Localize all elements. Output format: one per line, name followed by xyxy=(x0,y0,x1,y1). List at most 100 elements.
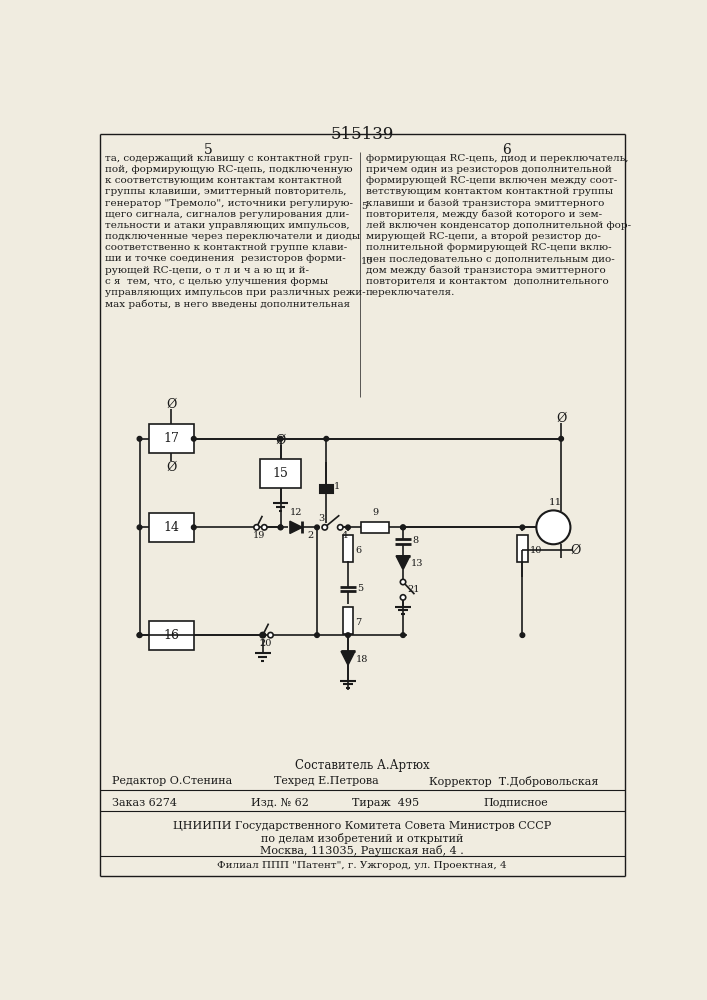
Text: 6: 6 xyxy=(503,143,511,157)
Text: переключателя.: переключателя. xyxy=(366,288,455,297)
Text: 18: 18 xyxy=(356,654,368,664)
Text: лей включен конденсатор дополнительной фор-: лей включен конденсатор дополнительной ф… xyxy=(366,221,631,230)
Text: формирующей RC-цепи включен между соот-: формирующей RC-цепи включен между соот- xyxy=(366,176,617,185)
Text: Заказ 6274: Заказ 6274 xyxy=(112,798,177,808)
Text: 8: 8 xyxy=(412,536,419,545)
Bar xyxy=(149,620,194,650)
Text: 9: 9 xyxy=(372,508,378,517)
Circle shape xyxy=(137,633,142,637)
Text: Техред Е.Петрова: Техред Е.Петрова xyxy=(274,776,379,786)
Text: Тираж  495: Тираж 495 xyxy=(352,798,419,808)
Text: 1: 1 xyxy=(334,482,340,491)
Text: щего сигнала, сигналов регулирования дли-: щего сигнала, сигналов регулирования дли… xyxy=(105,210,349,219)
Text: Подписное: Подписное xyxy=(484,798,549,808)
Bar xyxy=(260,459,300,488)
Text: соответственно к контактной группе клави-: соответственно к контактной группе клави… xyxy=(105,243,348,252)
Circle shape xyxy=(400,595,406,600)
Circle shape xyxy=(401,633,405,637)
Text: генератор "Тремоло", источники регулирую-: генератор "Тремоло", источники регулирую… xyxy=(105,199,354,208)
Circle shape xyxy=(400,579,406,585)
Text: Ø: Ø xyxy=(166,461,177,474)
Text: 6: 6 xyxy=(355,546,361,555)
Text: повторителя и контактом  дополнительного: повторителя и контактом дополнительного xyxy=(366,277,609,286)
Text: 5: 5 xyxy=(204,143,213,157)
Circle shape xyxy=(401,525,405,530)
Text: 10: 10 xyxy=(530,546,542,555)
Text: 5: 5 xyxy=(357,584,363,593)
Circle shape xyxy=(260,632,265,638)
Text: 17: 17 xyxy=(163,432,180,445)
Bar xyxy=(320,485,332,493)
Polygon shape xyxy=(341,651,355,665)
Text: Ø: Ø xyxy=(166,398,177,411)
Text: по делам изобретений и открытий: по делам изобретений и открытий xyxy=(261,833,463,844)
Text: 19: 19 xyxy=(252,531,265,540)
Text: ши и точке соединения  резисторов форми-: ши и точке соединения резисторов форми- xyxy=(105,254,346,263)
Text: Изд. № 62: Изд. № 62 xyxy=(251,798,309,808)
Circle shape xyxy=(315,525,320,530)
Circle shape xyxy=(268,632,273,638)
Bar xyxy=(343,607,354,634)
Circle shape xyxy=(346,525,351,530)
Text: тельности и атаки управляющих импульсов,: тельности и атаки управляющих импульсов, xyxy=(105,221,350,230)
Bar xyxy=(517,535,528,562)
Circle shape xyxy=(254,525,259,530)
Text: 11: 11 xyxy=(549,498,561,507)
Text: 4: 4 xyxy=(341,531,348,540)
Bar xyxy=(149,424,194,453)
Circle shape xyxy=(520,633,525,637)
Text: 15: 15 xyxy=(273,467,288,480)
Text: клавиши и базой транзистора эмиттерного: клавиши и базой транзистора эмиттерного xyxy=(366,199,604,208)
Text: формирующая RC-цепь, диод и переключатель,: формирующая RC-цепь, диод и переключател… xyxy=(366,154,629,163)
Text: полнительной формирующей RC-цепи вклю-: полнительной формирующей RC-цепи вклю- xyxy=(366,243,612,252)
Circle shape xyxy=(137,525,142,530)
Circle shape xyxy=(192,525,196,530)
Polygon shape xyxy=(396,556,410,570)
Circle shape xyxy=(346,633,351,637)
Text: к соответствующим контактам контактной: к соответствующим контактам контактной xyxy=(105,176,342,185)
Circle shape xyxy=(520,525,525,530)
Text: подключенные через переключатели и диоды: подключенные через переключатели и диоды xyxy=(105,232,361,241)
Text: рующей RC-цепи, о т л и ч а ю щ и й-: рующей RC-цепи, о т л и ч а ю щ и й- xyxy=(105,266,310,275)
Circle shape xyxy=(401,525,405,530)
Bar xyxy=(343,535,354,562)
Text: мах работы, в него введены дополнительная: мах работы, в него введены дополнительна… xyxy=(105,299,351,309)
Circle shape xyxy=(559,436,563,441)
Text: 13: 13 xyxy=(411,559,423,568)
Circle shape xyxy=(262,525,267,530)
Text: пой, формирующую RC-цепь, подключенную: пой, формирующую RC-цепь, подключенную xyxy=(105,165,353,174)
Circle shape xyxy=(322,525,327,530)
Circle shape xyxy=(137,633,142,637)
Text: ЦНИИПИ Государственного Комитета Совета Министров СССР: ЦНИИПИ Государственного Комитета Совета … xyxy=(173,821,551,831)
Text: Ø: Ø xyxy=(556,412,566,425)
Circle shape xyxy=(137,436,142,441)
Text: ветствующим контактом контактной группы: ветствующим контактом контактной группы xyxy=(366,187,613,196)
Circle shape xyxy=(192,436,196,441)
Circle shape xyxy=(279,525,283,530)
Text: 20: 20 xyxy=(259,639,271,648)
Text: управляющих импульсов при различных режи-: управляющих импульсов при различных режи… xyxy=(105,288,366,297)
Bar xyxy=(149,513,194,542)
Polygon shape xyxy=(290,521,303,533)
Text: Корректор  Т.Добровольская: Корректор Т.Добровольская xyxy=(429,776,599,787)
Text: группы клавиши, эмиттерный повторитель,: группы клавиши, эмиттерный повторитель, xyxy=(105,187,347,196)
Text: Редактор О.Стенина: Редактор О.Стенина xyxy=(112,776,232,786)
Text: Составитель А.Артюх: Составитель А.Артюх xyxy=(295,759,429,772)
Circle shape xyxy=(315,633,320,637)
Text: 515139: 515139 xyxy=(330,126,394,143)
Circle shape xyxy=(279,525,283,530)
Circle shape xyxy=(337,525,343,530)
Text: с я  тем, что, с целью улучшения формы: с я тем, что, с целью улучшения формы xyxy=(105,277,329,286)
Text: 12: 12 xyxy=(290,508,303,517)
Text: 21: 21 xyxy=(407,585,419,594)
Circle shape xyxy=(324,436,329,441)
Text: 10: 10 xyxy=(361,257,373,266)
Text: Ø: Ø xyxy=(570,544,580,557)
Text: повторителя, между базой которого и зем-: повторителя, между базой которого и зем- xyxy=(366,210,602,219)
Text: 5: 5 xyxy=(361,202,368,211)
Text: 3: 3 xyxy=(318,514,325,523)
Text: та, содержащий клавишу с контактной груп-: та, содержащий клавишу с контактной груп… xyxy=(105,154,353,163)
Text: Москва, 113035, Раушская наб, 4 .: Москва, 113035, Раушская наб, 4 . xyxy=(260,845,464,856)
Text: чен последовательно с дополнительным дио-: чен последовательно с дополнительным дио… xyxy=(366,254,614,263)
Text: Ø: Ø xyxy=(276,434,286,447)
